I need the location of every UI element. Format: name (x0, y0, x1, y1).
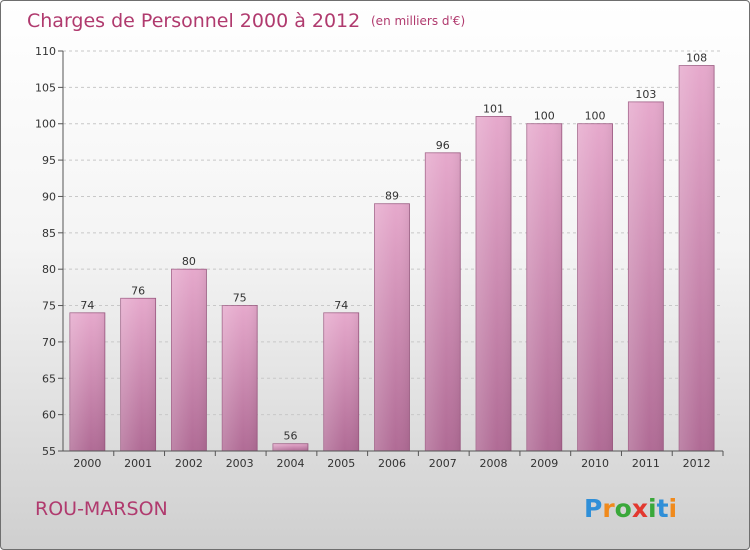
data-label: 74 (334, 299, 348, 312)
bar-shade (222, 305, 258, 451)
bar-shade (323, 312, 359, 451)
y-tick-label: 60 (42, 409, 56, 422)
data-label: 108 (686, 52, 707, 65)
location-name: ROU-MARSON (35, 498, 168, 520)
y-tick-label: 75 (42, 300, 56, 313)
bar-shade (69, 312, 105, 451)
data-label: 103 (635, 88, 656, 101)
bar-shade (120, 298, 156, 451)
x-tick-label: 2001 (124, 457, 152, 470)
logo-letter: r (602, 494, 615, 523)
x-tick-label: 2008 (480, 457, 508, 470)
bar-shade (679, 65, 715, 451)
x-tick-label: 2010 (581, 457, 609, 470)
x-tick-label: 2009 (530, 457, 558, 470)
y-tick-label: 90 (42, 190, 56, 203)
x-tick-label: 2011 (632, 457, 660, 470)
data-label: 100 (534, 110, 555, 123)
data-label: 76 (131, 284, 145, 297)
logo-letter: t (657, 494, 669, 523)
x-tick-label: 2000 (73, 457, 101, 470)
bar-shade (476, 116, 512, 452)
y-tick-label: 70 (42, 336, 56, 349)
logo-letter: i (669, 494, 678, 523)
y-tick-label: 105 (35, 81, 56, 94)
data-label: 75 (233, 292, 247, 305)
logo-letter: x (632, 494, 648, 523)
y-tick-label: 80 (42, 263, 56, 276)
logo-letter: o (615, 494, 632, 523)
bar-shade (628, 101, 664, 451)
x-tick-label: 2007 (429, 457, 457, 470)
data-label: 89 (385, 190, 399, 203)
data-label: 96 (436, 139, 450, 152)
y-tick-label: 95 (42, 154, 56, 167)
y-tick-label: 85 (42, 227, 56, 240)
data-label: 100 (585, 110, 606, 123)
y-tick-label: 65 (42, 372, 56, 385)
data-label: 56 (283, 430, 297, 443)
bars: 74 76 80 75 56 74 89 96 101 100 100 103 108 (69, 52, 715, 452)
x-tick-label: 2004 (276, 457, 304, 470)
chart-subtitle: (en milliers d'€) (371, 14, 465, 28)
data-label: 101 (483, 102, 504, 115)
chart-title: Charges de Personnel 2000 à 2012 (27, 10, 360, 32)
bar-shade (374, 203, 410, 451)
y-tick-label: 100 (35, 118, 56, 131)
bar-shade (577, 123, 613, 452)
bar-shade (526, 123, 562, 452)
proxiti-logo: Proxiti (584, 494, 677, 523)
x-axis: 2000 2001 2002 2003 2004 2005 2006 2007 2008 2009… (63, 450, 724, 470)
data-label: 80 (182, 255, 196, 268)
logo-letter: i (648, 494, 657, 523)
bar-shade (425, 152, 461, 451)
logo-letter: P (584, 494, 602, 523)
x-tick-label: 2012 (683, 457, 711, 470)
bar-shade (272, 443, 308, 451)
x-tick-label: 2002 (175, 457, 203, 470)
y-tick-label: 110 (35, 45, 56, 58)
x-tick-label: 2006 (378, 457, 406, 470)
bar-shade (171, 269, 207, 451)
y-tick-label: 55 (42, 445, 56, 458)
x-tick-label: 2003 (226, 457, 254, 470)
x-tick-label: 2005 (327, 457, 355, 470)
y-axis-ticks: 55 60 65 70 75 80 85 90 95 100 105 110 (35, 45, 64, 458)
data-label: 74 (80, 299, 94, 312)
